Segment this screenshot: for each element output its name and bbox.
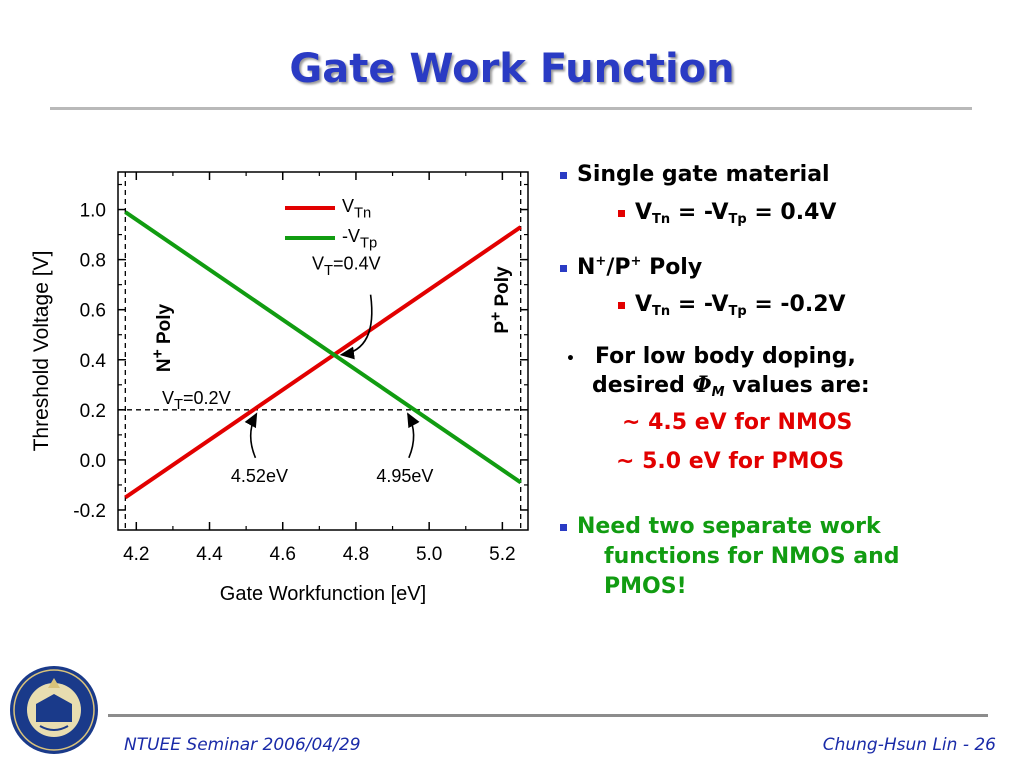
series-line-vtn (124, 225, 522, 500)
bullet-marker (560, 264, 567, 272)
y-tick-label: 0.6 (80, 301, 106, 322)
university-seal (10, 666, 98, 754)
arrow-vt-04 (339, 294, 373, 360)
subscript-tp: Tp (728, 304, 747, 319)
threshold-voltage-chart: 4.2 4.4 4.6 4.8 5.0 5.2 -0.2 0.0 0.2 0.4 0.6 0.8 1.0… (30, 171, 529, 605)
legend-entry: -VTp (342, 226, 377, 251)
subscript-tn: Tn (652, 212, 671, 227)
x-tick-label: 4.2 (123, 544, 149, 565)
x-tick-label: 4.4 (196, 544, 223, 565)
annotation-4-52ev: 4.52eV (231, 466, 288, 486)
bullet-np-poly: N+/P+ Poly (560, 254, 702, 280)
y-tick-label: 0.0 (80, 451, 106, 472)
vt-02-label: VT=0.2V (162, 388, 231, 413)
subscript-m: M (711, 385, 725, 400)
bullet-need-two-line2: functions for NMOS and (604, 544, 900, 569)
y-axis-label: Threshold Voltage [V] (30, 251, 53, 452)
bullet-text: For low body doping, (594, 344, 856, 369)
annotation-4-95ev: 4.95eV (376, 466, 433, 486)
footer-seminar: NTUEE Seminar 2006/04/29 (124, 735, 361, 755)
y-tick-label: 0.8 (80, 251, 106, 272)
bullet-single-gate: Single gate material (560, 162, 830, 187)
title-divider (50, 107, 972, 110)
x-tick-label: 4.6 (270, 544, 296, 565)
y-tick-label: 0.4 (80, 351, 107, 372)
text-p: /P (606, 255, 631, 280)
text-desired: desired (592, 373, 693, 398)
p-plus-poly-label: P+ Poly (487, 266, 513, 334)
n-plus-poly-label: N+ Poly (149, 303, 175, 372)
x-tick-label: 5.0 (416, 544, 442, 565)
subscript-tp: Tp (728, 212, 747, 227)
text-eq: = -V (670, 200, 729, 225)
pmos-value: ~ 5.0 eV for PMOS (616, 449, 845, 474)
text-v: V (635, 292, 653, 317)
seal-star-icon (48, 678, 60, 688)
sub-bullet-vt-m02: VTn = -VTp = -0.2V (618, 292, 846, 319)
text-poly: Poly (641, 255, 703, 280)
y-tick-label: -0.2 (73, 501, 106, 522)
text-v: V (635, 200, 653, 225)
bullet-marker (560, 523, 567, 531)
bullet-marker (618, 301, 625, 309)
superscript-plus: + (595, 254, 607, 269)
text-eq: = -V (670, 292, 729, 317)
footer-author-page: Chung-Hsun Lin - 26 (822, 735, 996, 755)
y-tick-label: 1.0 (80, 201, 106, 222)
seal-ribbon (39, 725, 69, 731)
bullet-low-doping: • For low body doping, (566, 344, 856, 369)
phi-symbol: Φ (692, 372, 712, 398)
superscript-plus: + (630, 254, 642, 269)
arrow-4-95 (407, 412, 420, 459)
arrow-4-52 (244, 412, 258, 459)
x-tick-label: 4.8 (343, 544, 369, 565)
bullet-need-two-line3: PMOS! (604, 574, 687, 599)
text-values: values are: (724, 373, 870, 398)
dot-marker: • (566, 351, 575, 367)
slide-title: Gate Work Function (289, 46, 735, 92)
series-line-vtp (124, 210, 522, 485)
bullet-low-doping-line2: desired ΦM values are: (592, 372, 870, 400)
text-value: = 0.4V (746, 200, 837, 225)
text-n: N (577, 255, 596, 280)
plot-frame (117, 171, 529, 531)
bullet-text: Single gate material (577, 162, 830, 187)
nmos-value: ~ 4.5 eV for NMOS (622, 410, 853, 435)
bullet-marker (560, 171, 567, 179)
bullet-need-two: Need two separate work (560, 514, 881, 539)
x-axis-label: Gate Workfunction [eV] (220, 583, 426, 605)
subscript-tn: Tn (652, 304, 671, 319)
legend-entry: VTn (342, 196, 371, 221)
seal-border (13, 669, 95, 751)
vt-04-label: VT=0.4V (312, 254, 381, 279)
sub-bullet-vt-04: VTn = -VTp = 0.4V (618, 200, 836, 227)
bullet-text: Need two separate work (577, 514, 881, 539)
text-value: = -0.2V (746, 292, 846, 317)
x-tick-label: 5.2 (489, 544, 515, 565)
seal-book-icon (36, 694, 72, 722)
bullet-marker (618, 209, 625, 217)
y-tick-label: 0.2 (80, 401, 106, 422)
footer-divider (108, 714, 988, 717)
